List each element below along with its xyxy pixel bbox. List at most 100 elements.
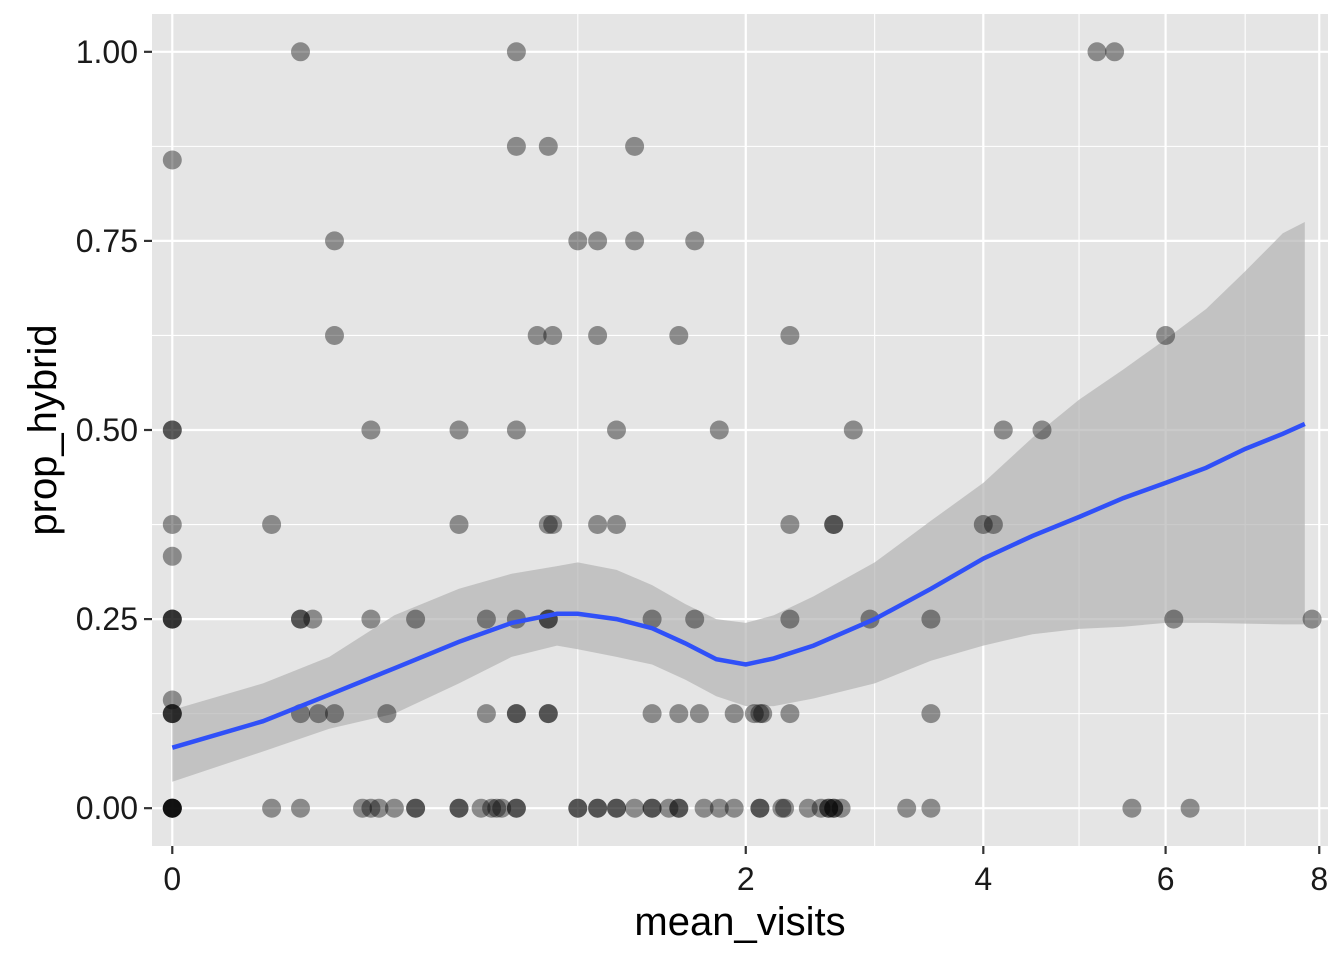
data-point [669,704,689,724]
data-point [361,798,381,818]
data-point [291,798,310,818]
data-point [568,798,588,818]
data-point [162,798,182,818]
data-point [506,798,526,818]
data-point [780,326,800,345]
smooth-line [171,421,1306,750]
data-point [750,704,770,724]
data-point [506,704,526,724]
data-point [993,420,1013,440]
data-point [527,326,547,345]
data-point [1302,609,1322,629]
y-axis-ticks: 0.00 0.25 0.50 0.75 1.00 [76,34,152,826]
data-point [642,798,662,818]
data-point [780,704,800,724]
data-point [1156,326,1176,345]
data-point [750,798,770,818]
data-point [642,798,662,818]
data-point [588,798,608,818]
data-point [607,515,626,534]
x-axis-ticks: 0 2 4 6 8 [163,846,1328,897]
data-point [607,420,626,440]
data-point [471,798,491,818]
data-point [162,420,182,440]
data-point [361,609,381,629]
data-point [685,609,705,629]
x-tick-label: 2 [737,861,755,897]
data-point [162,420,182,440]
data-point [685,231,705,251]
data-point [1122,798,1142,818]
data-point [262,798,282,818]
data-point [162,704,182,724]
data-point [162,798,182,818]
data-point [369,798,389,818]
data-point [669,798,689,818]
data-point [406,798,426,818]
y-tick-label: 0.50 [76,412,138,448]
data-point [824,515,844,534]
data-point [482,798,502,818]
data-point [449,420,469,440]
data-point [798,798,818,818]
data-point [588,231,608,251]
data-point [983,515,1003,534]
data-point [824,515,844,534]
data-point [843,420,863,440]
data-point [506,420,526,440]
x-tick-label: 6 [1157,861,1175,897]
y-tick-label: 1.00 [76,34,138,70]
data-point [819,798,839,818]
major-gridlines [152,14,1328,846]
data-point [689,704,709,724]
data-point [162,609,182,629]
data-point [831,798,851,818]
data-point [669,326,689,345]
data-point [162,609,182,629]
data-point [921,609,941,629]
data-point [588,515,608,534]
data-point [162,798,182,818]
data-point [449,798,469,818]
x-tick-label: 4 [974,861,992,897]
data-point [406,609,426,629]
x-tick-label: 0 [163,861,181,897]
data-point [694,798,714,818]
data-point [642,609,662,629]
data-point [406,798,426,818]
data-point [588,326,608,345]
data-point [538,515,558,534]
data-point [291,609,310,629]
data-point [1180,798,1200,818]
data-point [538,704,558,724]
data-point [811,798,831,818]
data-point [753,704,773,724]
y-axis-title: prop_hybrid [21,324,65,535]
data-point [506,42,526,62]
data-point [262,515,282,534]
data-point [625,136,645,156]
data-point [1105,42,1125,62]
data-point [538,704,558,724]
data-point [669,798,689,818]
data-point [775,798,795,818]
data-point [353,798,372,818]
data-point [824,798,844,818]
data-point [291,42,310,62]
data-point [325,704,344,724]
data-point [772,798,792,818]
data-point [162,609,182,629]
data-point [476,609,496,629]
x-tick-label: 8 [1310,861,1328,897]
data-point [303,609,323,629]
data-point [973,515,993,534]
y-tick-label: 0.75 [76,223,138,259]
data-point [780,515,800,534]
data-point [506,704,526,724]
data-point [568,231,588,251]
data-point [506,136,526,156]
data-point [384,798,404,818]
data-point [291,609,310,629]
data-point [543,326,563,345]
data-point [607,798,626,818]
